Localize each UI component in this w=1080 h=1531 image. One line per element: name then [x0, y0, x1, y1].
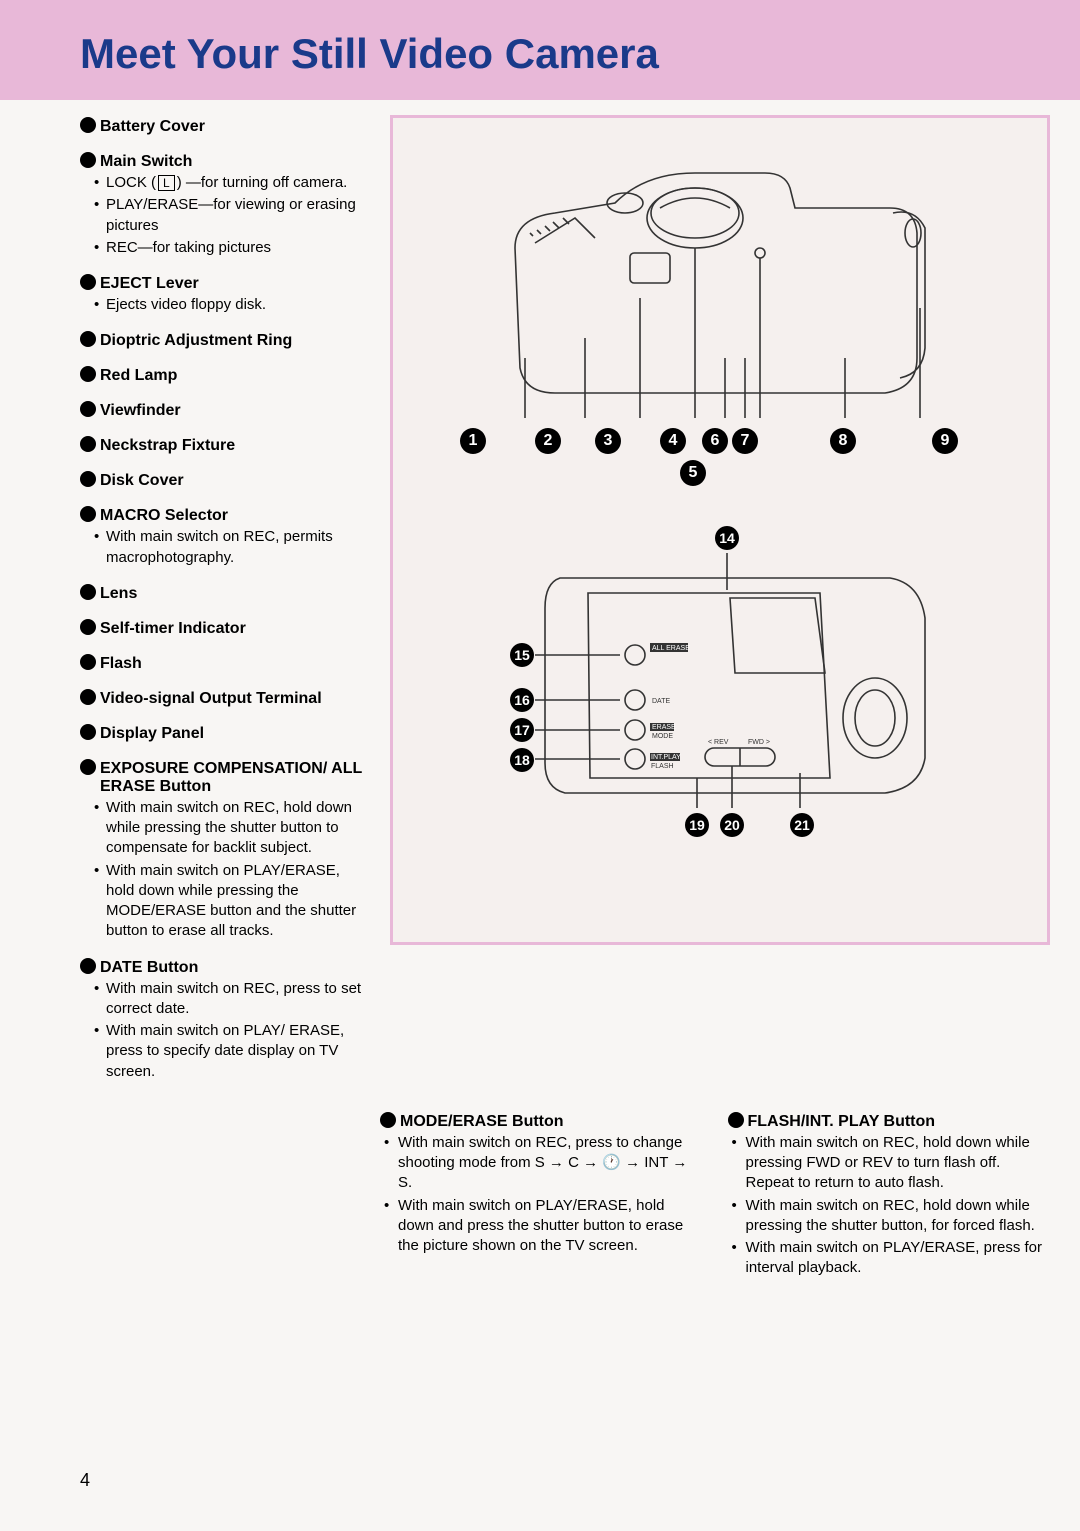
svg-text:ERASE: ERASE	[652, 724, 676, 731]
diagram-box: 1 2 3 4 5 6 7 8 9 15 16 17 18 14 19 20 2…	[390, 115, 1050, 945]
main-switch-b3: REC—for taking pictures	[94, 238, 370, 258]
diagram-num-18: 18	[510, 748, 534, 772]
main-switch-b1: LOCK (L) —for turning off camera.	[94, 173, 370, 193]
diagram-num-16: 16	[510, 688, 534, 712]
diagram-num-9: 9	[932, 428, 958, 454]
bottom-section: MODE/ERASE Button With main switch on RE…	[0, 1096, 1080, 1281]
macro-title: MACRO Selector	[100, 507, 228, 525]
dot-14	[80, 724, 96, 740]
lens-title: Lens	[100, 585, 137, 603]
diagram-num-6: 6	[702, 428, 728, 454]
diagram-num-3: 3	[595, 428, 621, 454]
dot-3	[80, 274, 96, 290]
svg-text:FLASH: FLASH	[651, 763, 674, 770]
neckstrap-title: Neckstrap Fixture	[100, 437, 235, 455]
diagram-num-21: 21	[790, 813, 814, 837]
dot-2	[80, 152, 96, 168]
diagram-num-8: 8	[830, 428, 856, 454]
date-b2: With main switch on PLAY/ ERASE, press t…	[94, 1021, 370, 1082]
exposure-title: EXPOSURE COMPENSATION/ ALL ERASE Button	[100, 760, 370, 796]
diagram-num-2: 2	[535, 428, 561, 454]
svg-text:< REV: < REV	[708, 739, 729, 746]
disk-cover-title: Disk Cover	[100, 472, 184, 490]
page-number: 4	[80, 1470, 90, 1491]
main-switch-title: Main Switch	[100, 153, 192, 171]
left-column: Battery Cover Main Switch LOCK (L) —for …	[80, 115, 390, 1096]
selftimer-title: Self-timer Indicator	[100, 620, 246, 638]
dot-1	[80, 117, 96, 133]
dot-17	[380, 1112, 396, 1128]
battery-cover-title: Battery Cover	[100, 118, 205, 136]
svg-text:INT.PLAY: INT.PLAY	[651, 754, 681, 761]
viewfinder-title: Viewfinder	[100, 402, 181, 420]
diagram-num-14: 14	[715, 526, 739, 550]
diagram-num-20: 20	[720, 813, 744, 837]
flash-int-title: FLASH/INT. PLAY Button	[748, 1113, 936, 1131]
dot-16	[80, 958, 96, 974]
dot-9	[80, 506, 96, 522]
red-lamp-title: Red Lamp	[100, 367, 177, 385]
camera-bottom-diagram: 15 16 17 18 14 19 20 21	[490, 548, 950, 838]
diagram-num-4: 4	[660, 428, 686, 454]
eject-title: EJECT Lever	[100, 275, 199, 293]
exposure-b1: With main switch on REC, hold down while…	[94, 798, 370, 859]
dot-18	[728, 1112, 744, 1128]
main-switch-b2: PLAY/ERASE—for viewing or erasing pictur…	[94, 195, 370, 236]
dot-11	[80, 619, 96, 635]
flash-title: Flash	[100, 655, 142, 673]
dot-10	[80, 584, 96, 600]
dot-13	[80, 689, 96, 705]
dot-15	[80, 759, 96, 775]
svg-text:DATE: DATE	[652, 698, 670, 705]
eject-b1: Ejects video floppy disk.	[94, 295, 370, 315]
display-panel-title: Display Panel	[100, 725, 204, 743]
diagram-num-5: 5	[680, 460, 706, 486]
exposure-b2: With main switch on PLAY/ERASE, hold dow…	[94, 861, 370, 942]
flash-int-b1: With main switch on REC, hold down while…	[728, 1133, 1046, 1194]
flash-int-b2: With main switch on REC, hold down while…	[728, 1196, 1046, 1237]
diagram-num-19: 19	[685, 813, 709, 837]
diagram-num-7: 7	[732, 428, 758, 454]
svg-text:FWD >: FWD >	[748, 739, 770, 746]
dot-12	[80, 654, 96, 670]
camera-top-diagram	[485, 158, 955, 428]
mode-erase-b1: With main switch on REC, press to change…	[380, 1133, 698, 1194]
svg-text:ALL ERASE: ALL ERASE	[652, 645, 690, 652]
flash-int-b3: With main switch on PLAY/ERASE, press fo…	[728, 1238, 1046, 1279]
dot-7	[80, 436, 96, 452]
mode-erase-b2: With main switch on PLAY/ERASE, hold dow…	[380, 1196, 698, 1257]
mode-erase-title: MODE/ERASE Button	[400, 1113, 564, 1131]
svg-text:MODE: MODE	[652, 733, 673, 740]
dot-8	[80, 471, 96, 487]
diagram-num-1: 1	[460, 428, 486, 454]
dot-5	[80, 366, 96, 382]
macro-b1: With main switch on REC, permits macroph…	[94, 527, 370, 568]
video-out-title: Video-signal Output Terminal	[100, 690, 322, 708]
date-b1: With main switch on REC, press to set co…	[94, 979, 370, 1020]
diagram-num-17: 17	[510, 718, 534, 742]
dot-4	[80, 331, 96, 347]
dioptric-title: Dioptric Adjustment Ring	[100, 332, 292, 350]
diagram-num-15: 15	[510, 643, 534, 667]
date-title: DATE Button	[100, 959, 198, 977]
page-title: Meet Your Still Video Camera	[80, 30, 1080, 78]
dot-6	[80, 401, 96, 417]
